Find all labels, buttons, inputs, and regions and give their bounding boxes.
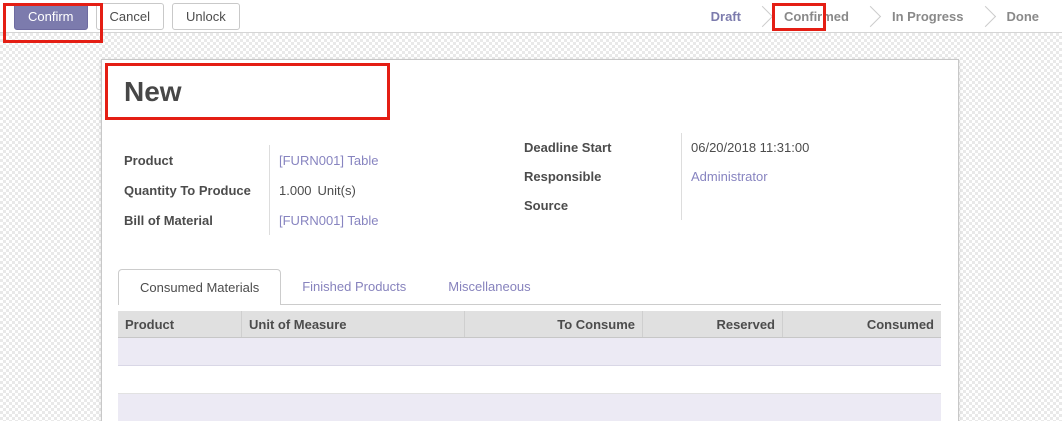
notebook-tabs: Consumed Materials Finished Products Mis… (118, 269, 941, 305)
field-label-bom: Bill of Material (124, 212, 213, 228)
status-stage-done[interactable]: Done (1006, 8, 1040, 24)
table-row (118, 338, 941, 366)
field-group-left: Product [FURN001] Table Quantity To Prod… (124, 145, 504, 235)
column-header-consumed[interactable]: Consumed (782, 311, 941, 337)
field-row-deadline: Deadline Start 06/20/2018 11:31:00 (524, 133, 940, 162)
statusbar: Draft Confirmed In Progress Done (708, 5, 1042, 27)
control-panel: Confirm Cancel Unlock Draft Confirmed In… (0, 0, 1062, 33)
column-header-reserved[interactable]: Reserved (642, 311, 782, 337)
field-label-quantity: Quantity To Produce (124, 182, 251, 198)
field-label-source: Source (524, 198, 569, 213)
status-stage-in-progress[interactable]: In Progress (891, 8, 964, 24)
confirm-button[interactable]: Confirm (14, 2, 88, 30)
page-title: New (124, 76, 182, 107)
source-value (681, 191, 940, 220)
chevron-right-icon (751, 5, 774, 27)
deadline-value: 06/20/2018 11:31:00 (681, 133, 940, 162)
field-label-deadline: Deadline Start (524, 140, 612, 155)
field-row-responsible: Responsible Administrator (524, 162, 940, 191)
tab-finished-products[interactable]: Finished Products (302, 279, 407, 294)
field-label-responsible: Responsible (524, 169, 602, 184)
field-row-quantity: Quantity To Produce 1.000 Unit(s) (124, 175, 504, 205)
table-row (118, 394, 941, 421)
bom-link[interactable]: [FURN001] Table (279, 212, 379, 228)
tab-consumed-materials[interactable]: Consumed Materials (118, 269, 282, 305)
field-row-source: Source (524, 191, 940, 220)
status-stage-draft[interactable]: Draft (710, 8, 741, 24)
field-label-product: Product (124, 152, 174, 168)
chevron-right-icon (859, 5, 882, 27)
consumed-materials-table: Product Unit of Measure To Consume Reser… (118, 311, 941, 421)
form-sheet: New Product [FURN001] Table Quantity To … (101, 59, 959, 421)
table-row (118, 366, 941, 394)
cancel-button[interactable]: Cancel (95, 2, 164, 30)
quantity-value: 1.000 (279, 182, 312, 198)
column-header-uom[interactable]: Unit of Measure (241, 311, 464, 337)
column-header-product[interactable]: Product (125, 316, 175, 332)
chevron-right-icon (974, 5, 996, 27)
field-group-right: Deadline Start 06/20/2018 11:31:00 Respo… (524, 133, 940, 220)
status-stage-confirmed[interactable]: Confirmed (783, 8, 849, 24)
column-header-to-consume[interactable]: To Consume (464, 311, 642, 337)
unlock-button[interactable]: Unlock (171, 2, 240, 30)
field-row-bom: Bill of Material [FURN001] Table (124, 205, 504, 235)
field-row-product: Product [FURN001] Table (124, 145, 504, 175)
tab-miscellaneous[interactable]: Miscellaneous (448, 279, 531, 294)
responsible-link[interactable]: Administrator (691, 169, 768, 184)
table-header-row: Product Unit of Measure To Consume Reser… (118, 311, 941, 338)
product-link[interactable]: [FURN001] Table (279, 152, 379, 168)
quantity-uom: Unit(s) (317, 182, 356, 198)
